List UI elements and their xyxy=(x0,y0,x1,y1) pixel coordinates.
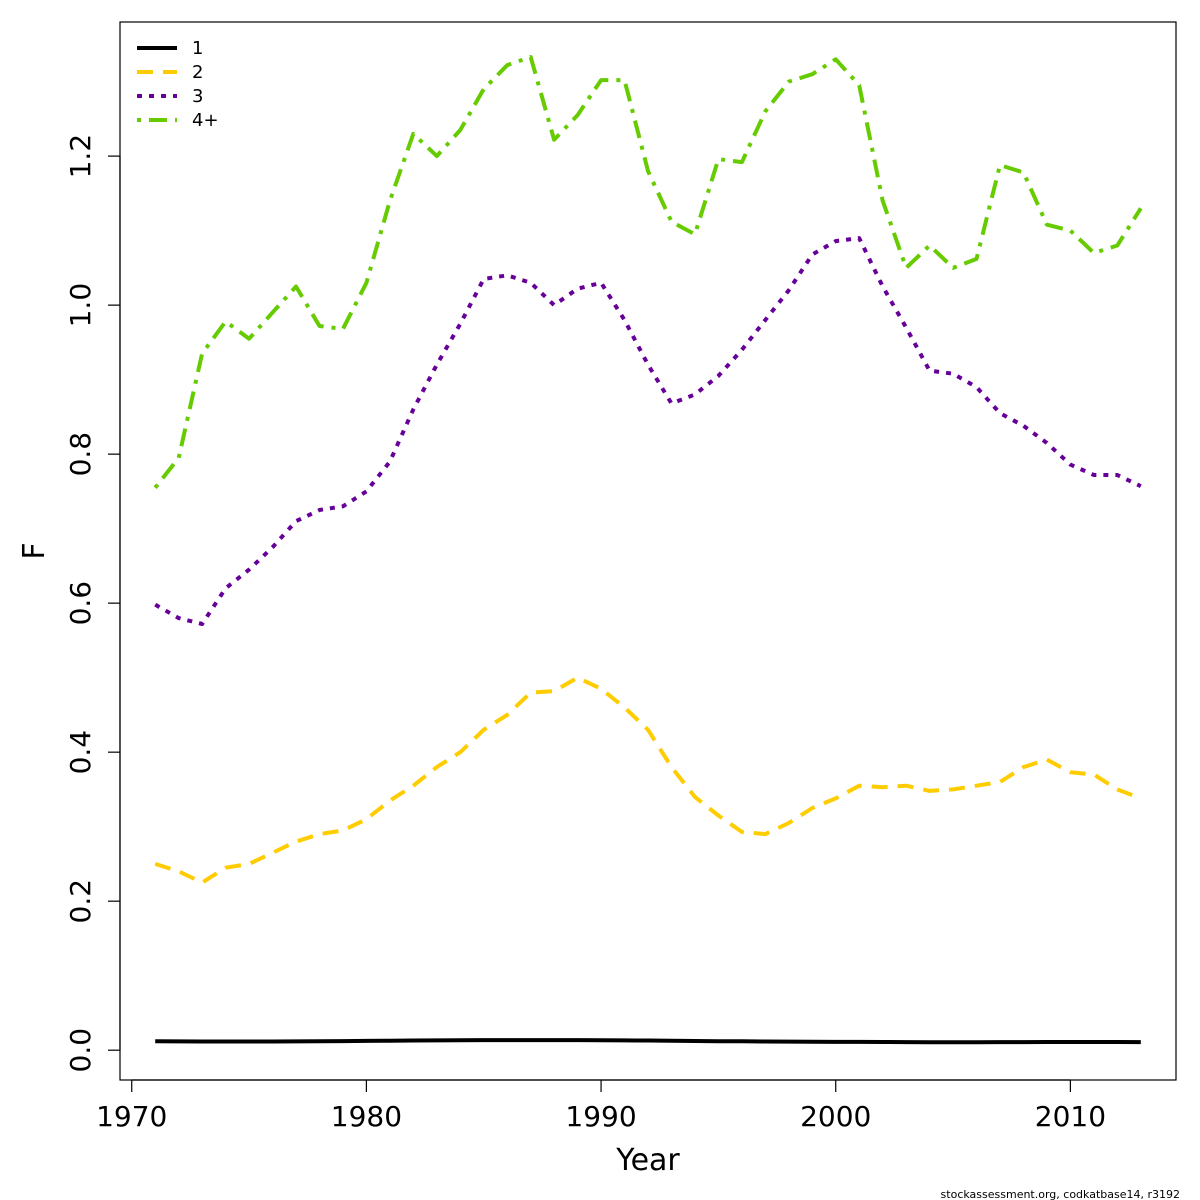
x-tick-label: 1990 xyxy=(565,1100,636,1133)
y-tick-label: 0.0 xyxy=(64,1028,97,1073)
plot-lines xyxy=(153,55,1143,1045)
y-axis: 0.0 0.2 0.4 0.6 0.8 1.0 1.2 xyxy=(64,134,121,1073)
y-tick-label: 0.6 xyxy=(64,581,97,626)
y-tick-label: 0.2 xyxy=(64,879,97,924)
x-tick-label: 1970 xyxy=(96,1100,167,1133)
y-tick-label: 0.8 xyxy=(64,432,97,477)
legend: 1 2 3 4+ xyxy=(137,38,219,131)
x-axis: 1970 1980 1990 2000 2010 xyxy=(96,1079,1106,1133)
series-line-2 xyxy=(154,236,1142,626)
x-axis-title: Year xyxy=(615,1143,680,1178)
x-tick-label: 1980 xyxy=(331,1100,402,1133)
y-tick-label: 1.2 xyxy=(64,134,97,179)
y-tick-label: 1.0 xyxy=(64,283,97,328)
legend-label-1: 2 xyxy=(192,62,203,83)
series-line-3 xyxy=(153,55,1143,489)
credit-text: stockassessment.org, codkatbase14, r3192 xyxy=(941,1188,1180,1200)
legend-label-3: 4+ xyxy=(192,110,219,131)
series-line-0 xyxy=(155,1038,1141,1045)
legend-label-0: 1 xyxy=(192,38,203,59)
y-tick-label: 0.4 xyxy=(64,730,97,775)
series-line-1 xyxy=(154,675,1142,885)
legend-label-2: 3 xyxy=(192,86,203,107)
x-tick-label: 2000 xyxy=(800,1100,871,1133)
x-tick-label: 2010 xyxy=(1035,1100,1106,1133)
y-axis-title: F xyxy=(17,542,52,559)
